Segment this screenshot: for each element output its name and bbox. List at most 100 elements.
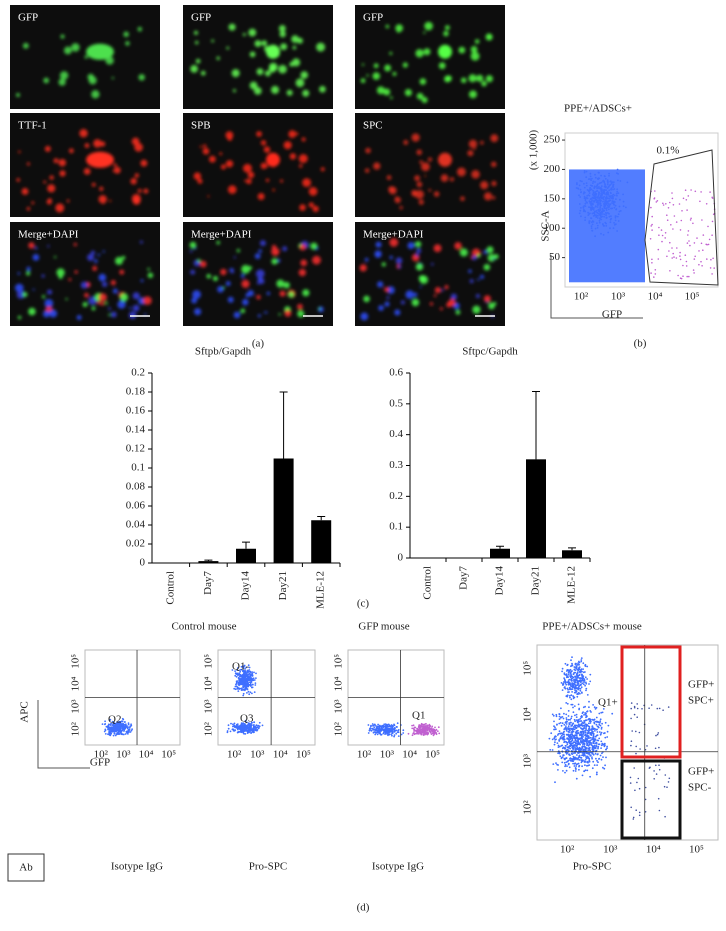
event-dot (657, 200, 659, 202)
event-dot (251, 675, 253, 677)
signal-spot (102, 282, 107, 287)
event-dot (586, 666, 588, 668)
event-dot (595, 200, 597, 202)
event-dot (631, 730, 633, 732)
event-dot (387, 731, 389, 733)
event-dot (596, 743, 598, 745)
event-dot (594, 193, 596, 195)
signal-spot (423, 48, 430, 55)
event-dot (609, 197, 611, 199)
event-dot (577, 671, 579, 673)
signal-spot (16, 93, 20, 97)
plot-label: Isotype IgG (372, 861, 424, 873)
signal-spot (484, 192, 492, 200)
event-dot (687, 242, 689, 244)
event-dot (568, 731, 570, 733)
quadrant-label: Q1+ (598, 697, 618, 709)
signal-spot (85, 143, 90, 148)
event-dot (588, 706, 590, 708)
event-dot (601, 195, 603, 197)
event-dot (249, 681, 251, 683)
event-dot (646, 745, 648, 747)
event-dot (574, 729, 576, 731)
quadrant-label: Q1- (232, 661, 249, 673)
signal-spot (266, 179, 269, 182)
event-dot (601, 723, 603, 725)
signal-spot (415, 190, 424, 199)
y-tick-label: 0.1 (131, 462, 145, 474)
error-bar (317, 516, 325, 520)
signal-spot (241, 265, 250, 274)
event-dot (630, 718, 632, 720)
event-dot (665, 232, 667, 234)
event-dot (422, 729, 424, 731)
event-dot (598, 210, 600, 212)
y-tick-label: 10² (203, 721, 215, 736)
event-dot (666, 786, 668, 788)
event-dot (653, 770, 655, 772)
event-dot (585, 759, 587, 761)
event-dot (582, 711, 584, 713)
signal-spot (41, 274, 44, 277)
event-dot (568, 715, 570, 717)
x-tick-label: 10² (227, 749, 242, 761)
signal-spot (442, 289, 444, 291)
event-dot (584, 219, 586, 221)
event-dot (568, 691, 570, 693)
event-dot (600, 215, 602, 217)
signal-spot (23, 43, 29, 49)
event-dot (110, 733, 112, 735)
event-dot (706, 203, 708, 205)
event-dot (608, 725, 610, 727)
event-dot (254, 726, 256, 728)
signal-spot (434, 244, 442, 252)
event-dot (411, 728, 413, 730)
signal-spot (108, 307, 111, 310)
event-dot (580, 189, 582, 191)
event-dot (414, 727, 416, 729)
event-dot (378, 727, 380, 729)
event-dot (114, 729, 116, 731)
event-dot (585, 716, 587, 718)
event-dot (694, 258, 696, 260)
signal-spot (196, 59, 201, 64)
signal-spot (200, 261, 207, 268)
event-dot (601, 732, 603, 734)
event-dot (245, 683, 247, 685)
signal-spot (279, 25, 286, 32)
event-dot (255, 677, 257, 679)
event-dot (559, 755, 561, 757)
signal-spot (403, 140, 408, 145)
signal-spot (59, 170, 65, 176)
signal-spot (470, 279, 474, 283)
event-dot (693, 269, 695, 271)
event-dot (706, 258, 708, 260)
event-dot (681, 220, 683, 222)
event-dot (608, 200, 610, 202)
event-dot (383, 723, 385, 725)
event-dot (596, 212, 598, 214)
event-dot (595, 177, 597, 179)
event-dot (566, 721, 568, 723)
event-dot (668, 781, 670, 783)
event-dot (591, 739, 593, 741)
event-dot (571, 753, 573, 755)
event-dot (560, 707, 562, 709)
event-dot (565, 725, 567, 727)
event-dot (252, 684, 254, 686)
bar (236, 549, 256, 563)
event-dot (603, 732, 605, 734)
y-tick-label: 10³ (70, 699, 82, 714)
event-dot (395, 733, 397, 735)
event-dot (568, 679, 570, 681)
event-dot (582, 775, 584, 777)
event-dot (122, 718, 124, 720)
event-dot (569, 724, 571, 726)
signal-spot (376, 254, 380, 258)
event-dot (235, 672, 237, 674)
event-dot (236, 676, 238, 678)
signal-spot (472, 255, 477, 260)
event-dot (651, 262, 653, 264)
event-dot (679, 203, 681, 205)
event-dot (685, 189, 687, 191)
